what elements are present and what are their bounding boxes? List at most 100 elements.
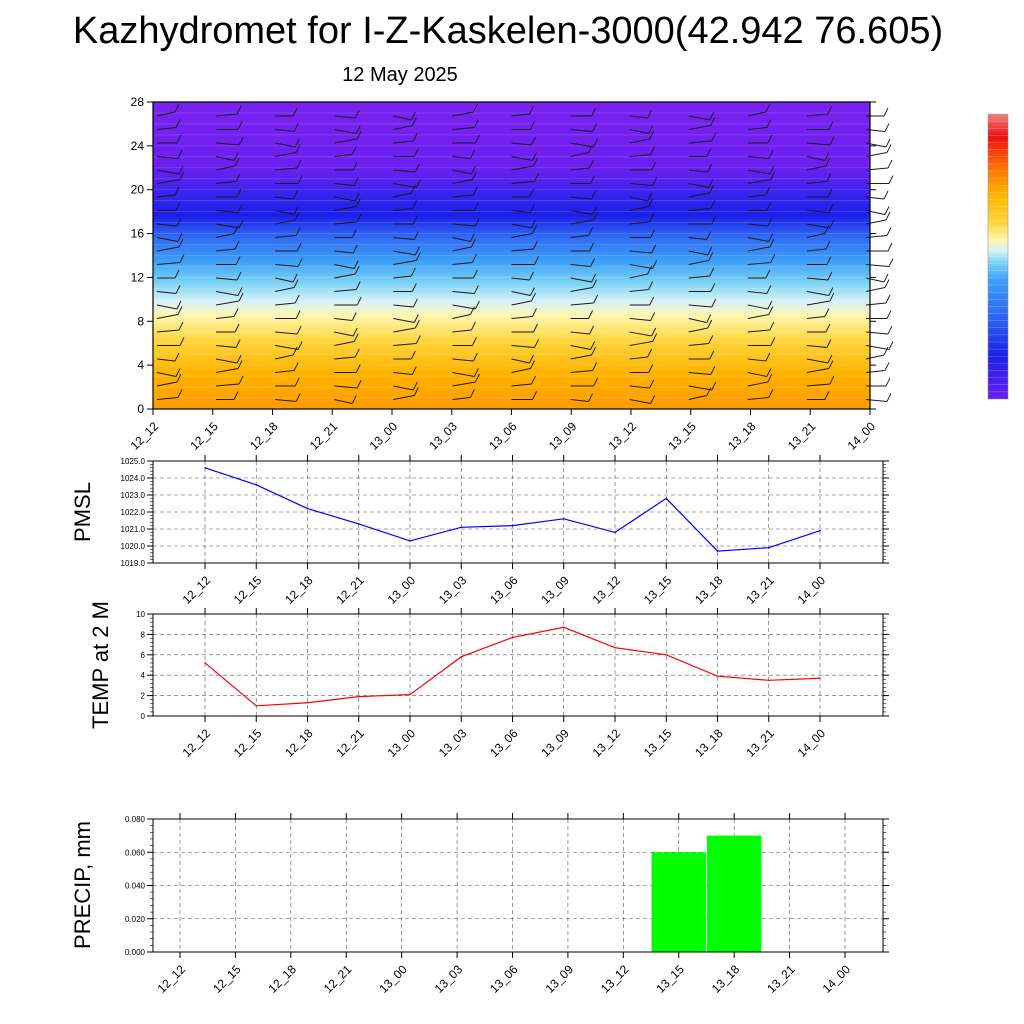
wind-barb-flag xyxy=(175,119,181,128)
precip-bar xyxy=(651,852,706,952)
wind-barb-flag xyxy=(532,225,537,234)
wind-barb-shaft xyxy=(629,356,648,360)
x-tick-label: 12_15 xyxy=(210,962,244,996)
wind-barb-shaft xyxy=(747,237,769,242)
wind-barb-flag xyxy=(593,211,598,221)
y-tick-label: 24 xyxy=(131,139,145,153)
wind-barb-shaft xyxy=(511,300,532,306)
wind-barb-flag xyxy=(828,121,834,130)
wind-barb-shaft xyxy=(452,156,471,159)
wind-barb-shaft xyxy=(393,208,413,211)
wind-barb-shaft xyxy=(216,368,239,373)
wind-barb-flag xyxy=(770,171,776,180)
temp-point xyxy=(409,693,411,696)
wind-barb-flag xyxy=(236,105,242,115)
wind-barb-flag xyxy=(883,346,889,356)
wind-barb-flag xyxy=(292,273,298,283)
wind-barb-flag xyxy=(177,389,183,398)
wind-barb-flag xyxy=(530,360,535,369)
wind-barb-flag xyxy=(353,333,359,342)
pmsl-point xyxy=(819,529,821,532)
wind-barb-flag xyxy=(709,350,715,360)
wind-barb-flag xyxy=(648,125,654,134)
wind-barb-flag xyxy=(769,321,775,331)
wind-barb-flag xyxy=(470,306,475,315)
wind-barb-shaft xyxy=(334,331,354,337)
wind-barb-shaft xyxy=(629,273,648,279)
wind-barb-shaft xyxy=(156,314,179,319)
wind-barb-flag xyxy=(473,269,478,279)
wind-barb-shaft xyxy=(275,331,298,335)
wind-barb-shaft xyxy=(688,318,707,323)
wind-barb-flag xyxy=(888,175,894,184)
wind-barb-shaft xyxy=(156,291,177,294)
wind-barb-shaft xyxy=(511,358,530,364)
wind-barb-flag xyxy=(472,171,477,180)
wind-barb-flag xyxy=(589,325,594,335)
wind-barb-shaft xyxy=(275,399,297,402)
wind-barb-shaft xyxy=(215,358,238,364)
wind-barb-shaft xyxy=(806,358,829,364)
wind-barb-flag xyxy=(652,260,658,269)
wind-barb-flag xyxy=(355,364,361,373)
wind-barb-shaft xyxy=(865,196,885,200)
pmsl-point xyxy=(255,484,258,486)
wind-barb-flag xyxy=(414,319,420,329)
wind-barb-shaft xyxy=(452,262,473,265)
x-tick-label: 13_12 xyxy=(606,419,640,453)
wind-barb-shaft xyxy=(156,169,180,175)
wind-barb-flag xyxy=(593,377,598,387)
y-tick-label: 1022.0 xyxy=(121,508,146,517)
wind-barb-flag xyxy=(532,308,537,317)
wind-barb-shaft xyxy=(393,192,412,198)
wind-barb-shaft xyxy=(452,397,471,400)
wind-barb-shaft xyxy=(393,318,415,323)
wind-barb-shaft xyxy=(393,372,413,375)
wind-barb-shaft xyxy=(570,287,593,292)
wind-barb-shaft xyxy=(275,210,295,215)
wind-barb-flag xyxy=(765,186,771,196)
wind-barb-flag xyxy=(474,202,479,211)
wind-barb-flag xyxy=(474,285,479,294)
wind-barb-flag xyxy=(177,150,183,159)
pmsl-point xyxy=(306,507,309,510)
wind-barb-flag xyxy=(825,323,831,333)
wind-barb-flag xyxy=(354,265,360,275)
wind-barb-flag xyxy=(356,130,362,140)
wind-barb-shaft xyxy=(511,316,533,319)
wind-barb-shaft xyxy=(334,115,356,119)
wind-barb-shaft xyxy=(747,291,767,294)
wind-barb-flag xyxy=(592,123,597,132)
wind-barb-shaft xyxy=(275,152,297,157)
wind-barb-flag xyxy=(769,165,775,175)
wind-barb-flag xyxy=(473,103,478,113)
wind-barb-flag xyxy=(886,393,892,402)
wind-barb-flag xyxy=(707,246,713,256)
wind-barb-shaft xyxy=(216,383,240,387)
wind-barb-shaft xyxy=(275,196,294,200)
wind-barb-shaft xyxy=(156,237,179,242)
wind-barb-flag xyxy=(591,107,596,117)
x-tick-label: 13_18 xyxy=(725,419,759,453)
wind-barb-flag xyxy=(707,319,713,329)
wind-barb-flag xyxy=(590,341,595,350)
wind-barb-shaft xyxy=(806,233,826,238)
wind-barb-shaft xyxy=(275,354,294,360)
wind-barb-shaft xyxy=(747,304,768,310)
wind-barb-shaft xyxy=(334,183,355,186)
wind-barb-shaft xyxy=(629,221,650,225)
wind-barb-shaft xyxy=(393,343,417,346)
wind-barb-shaft xyxy=(688,140,712,144)
wind-barb-shaft xyxy=(747,156,769,159)
wind-barb-flag xyxy=(887,325,893,335)
wind-barb-flag xyxy=(234,323,240,333)
x-tick-label: 13_03 xyxy=(426,419,460,453)
x-tick-label: 14_00 xyxy=(820,962,854,996)
wind-barb-shaft xyxy=(570,129,593,132)
wind-barb-flag xyxy=(412,298,418,308)
wind-barb-flag xyxy=(650,395,656,404)
wind-barb-flag xyxy=(475,134,480,144)
wind-barb-flag xyxy=(829,219,835,229)
wind-barb-shaft xyxy=(806,156,826,161)
wind-barb-shaft xyxy=(806,368,829,373)
